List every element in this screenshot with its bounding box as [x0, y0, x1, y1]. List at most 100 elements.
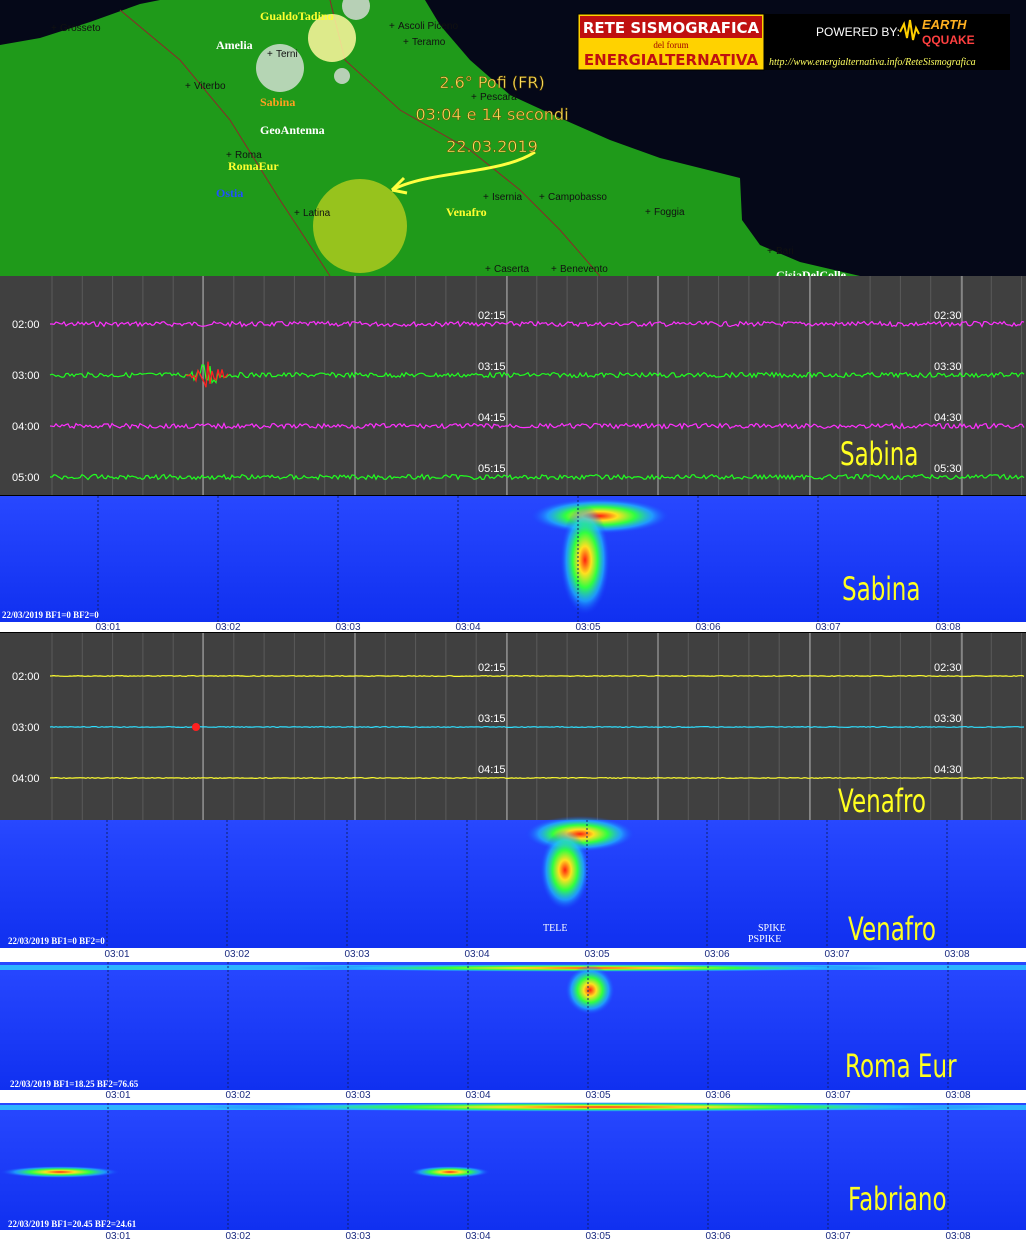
land [0, 0, 860, 276]
spectrogram-bg [0, 962, 1026, 1090]
row-label: 04:15 [478, 764, 506, 776]
row-label: 02:30 [934, 310, 962, 322]
time-tick: 03:01 [105, 1090, 130, 1101]
row-label: 02:00 [12, 671, 40, 683]
city-marker: + [645, 207, 651, 218]
city-label: Campobasso [548, 192, 607, 203]
energy-spot [410, 1166, 490, 1178]
city-label: Viterbo [194, 81, 226, 92]
time-tick: 03:07 [824, 949, 849, 960]
brand-top: EARTH [922, 17, 967, 32]
time-tick: 03:04 [455, 622, 480, 633]
city-marker: + [551, 264, 557, 275]
time-tick: 03:01 [95, 622, 120, 633]
row-label: 03:15 [478, 713, 506, 725]
station-label: Ostia [216, 186, 243, 200]
spectrogram-bg [0, 496, 1026, 622]
city-label: Caserta [494, 264, 529, 275]
spectrogram-note: PSPIKE [748, 934, 781, 945]
energy-spot [0, 1166, 120, 1178]
seismic-trace [49, 725, 1025, 729]
time-tick: 03:04 [464, 949, 489, 960]
time-tick: 03:04 [465, 1231, 490, 1242]
city-label: Roma [235, 150, 262, 161]
helicorder: 02:00 02:15 02:30 03:00 03:15 03:30 04:00 04:15… [0, 633, 1026, 820]
powered-box [764, 14, 1010, 70]
time-tick: 03:08 [945, 1090, 970, 1101]
powered-by: POWERED BY: [816, 25, 900, 39]
arrow-head [390, 176, 408, 195]
energy-spot [540, 830, 590, 910]
seismic-trace [49, 421, 1025, 430]
city-label: Terni [276, 49, 298, 60]
seismic-trace [50, 320, 1025, 328]
row-label: 03:00 [12, 722, 40, 734]
event-marker [313, 179, 407, 273]
event-marker [308, 14, 356, 62]
time-tick: 03:08 [935, 622, 960, 633]
row-label: 04:15 [478, 412, 506, 424]
time-tick: 03:06 [705, 1090, 730, 1101]
station-label: GualdoTadino [260, 9, 334, 23]
spectrogram-bg [0, 1103, 1026, 1230]
time-tick: 03:05 [584, 949, 609, 960]
quake-burst [185, 361, 229, 388]
time-tick: 03:02 [224, 949, 249, 960]
row-label: 02:00 [12, 319, 40, 331]
event-marker [342, 0, 370, 20]
city-label: Benevento [560, 264, 608, 275]
row-label: 04:30 [934, 764, 962, 776]
time-tick: 03:05 [585, 1090, 610, 1101]
spectrogram: 03:01 03:02 03:03 03:04 03:05 03:06 03:07 03:08… [0, 496, 1026, 633]
spectrogram: 03:01 03:02 03:03 03:04 03:05 03:06 03:07 03:08… [0, 962, 1026, 1103]
time-strip [0, 948, 1026, 962]
row-label: 05:30 [934, 463, 962, 475]
spectrogram-info: 22/03/2019 BF1=0 BF2=0 [2, 610, 99, 620]
time-tick: 03:08 [945, 1231, 970, 1242]
time-tick: 03:06 [695, 622, 720, 633]
row-label: 03:30 [934, 713, 962, 725]
energy-spot [565, 965, 615, 1015]
city-marker: + [226, 150, 232, 161]
spectrogram-info: 22/03/2019 BF1=20.45 BF2=24.61 [8, 1219, 137, 1229]
time-tick: 03:01 [104, 949, 129, 960]
spectrogram: 03:01 03:02 03:03 03:04 03:05 03:06 03:07 03:08… [0, 1102, 1026, 1245]
city-label: Ascoli Piceno [398, 21, 458, 32]
city-marker: + [485, 264, 491, 275]
station-name: Venafro [848, 910, 936, 948]
city-label: Latina [303, 208, 331, 219]
border [329, 0, 601, 277]
city-marker: + [389, 21, 395, 32]
time-tick: 03:01 [105, 1231, 130, 1242]
station-label: Sabina [260, 95, 295, 109]
quake-spot [192, 723, 200, 731]
spectrogram-info: 22/03/2019 BF1=0 BF2=0 [8, 936, 105, 946]
energy-spot [560, 505, 610, 615]
time-tick: 03:08 [944, 949, 969, 960]
map: + Grosseto + Ascoli Piceno+ Teramo+ Pescara+ V… [0, 0, 1026, 282]
row-label: 03:30 [934, 361, 962, 373]
time-strip [0, 1230, 1026, 1245]
time-tick: 03:02 [215, 622, 240, 633]
station-name: Fabriano [848, 1180, 947, 1218]
seismic-trace [49, 364, 1025, 385]
city-label: Foggia [654, 207, 685, 218]
seismic-trace [49, 776, 1025, 780]
city-label: Isernia [492, 192, 522, 203]
arrow [391, 150, 536, 192]
row-label: 02:15 [478, 310, 506, 322]
row-label: 05:15 [478, 463, 506, 475]
row-label: 03:15 [478, 361, 506, 373]
time-tick: 03:07 [815, 622, 840, 633]
seismic-trace [49, 674, 1025, 678]
time-tick: 03:03 [345, 1231, 370, 1242]
row-label: 02:30 [934, 662, 962, 674]
city-marker: + [294, 208, 300, 219]
border [119, 9, 331, 277]
time-tick: 03:07 [825, 1231, 850, 1242]
time-tick: 03:04 [465, 1090, 490, 1101]
city-marker: + [403, 37, 409, 48]
time-tick: 03:05 [585, 1231, 610, 1242]
brand-wave [899, 19, 920, 41]
